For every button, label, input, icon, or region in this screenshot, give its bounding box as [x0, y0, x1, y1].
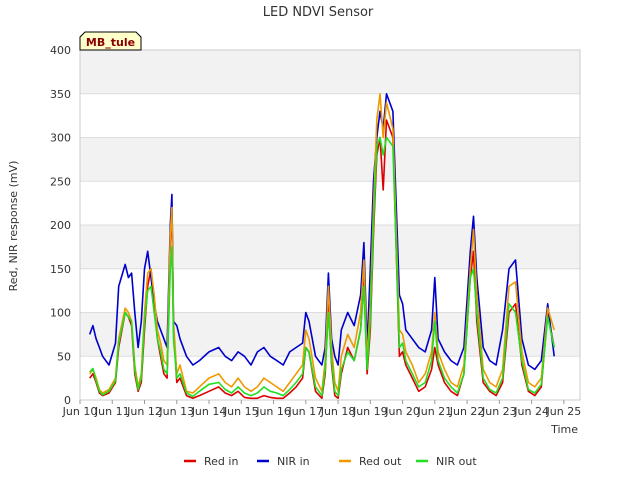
site-badge-label: MB_tule: [86, 36, 135, 49]
y-axis-ticks: 0 50 100 150 200 250 300 350 400: [50, 44, 71, 407]
x-tick-label: Jun 18: [320, 405, 356, 418]
x-tick-label: Jun 14: [191, 405, 227, 418]
x-tick-label: Jun 13: [158, 405, 194, 418]
plot-band: [80, 225, 580, 269]
x-tick-label: Jun 17: [287, 405, 323, 418]
y-tick-label: 200: [50, 219, 71, 232]
x-tick-label: Jun 16: [255, 405, 291, 418]
legend-label: Red in: [204, 455, 238, 468]
y-tick-label: 0: [64, 394, 71, 407]
y-tick-label: 100: [50, 307, 71, 320]
y-tick-label: 350: [50, 88, 71, 101]
x-tick-label: Jun 15: [223, 405, 259, 418]
x-tick-label: Jun 20: [384, 405, 420, 418]
x-tick-label: Jun 24: [513, 405, 549, 418]
y-tick-label: 300: [50, 132, 71, 145]
plot-band: [80, 50, 580, 94]
y-tick-label: 150: [50, 263, 71, 276]
x-tick-label: Jun 11: [94, 405, 130, 418]
x-tick-label: Jun 12: [126, 405, 162, 418]
chart-title: LED NDVI Sensor: [263, 5, 374, 20]
plot-band: [80, 137, 580, 182]
x-tick-label: Jun 21: [416, 405, 452, 418]
legend-label: NIR out: [436, 455, 477, 468]
x-axis-label: Time: [550, 423, 578, 436]
x-tick-label: Jun 23: [481, 405, 517, 418]
x-tick-label: Jun 25: [546, 405, 582, 418]
x-tick-label: Jun 19: [352, 405, 388, 418]
series-line-nir-in: [88, 93, 555, 371]
site-badge: MB_tule: [79, 31, 142, 51]
series-layer: [88, 93, 555, 400]
x-tick-label: Jun 22: [449, 405, 485, 418]
x-tick-label: Jun 10: [62, 405, 98, 418]
y-axis-label: Red, NIR response (mV): [7, 161, 20, 292]
y-tick-label: 400: [50, 44, 71, 57]
series-line-nir-out: [89, 136, 555, 398]
series-line-red-out: [89, 93, 555, 394]
legend-label: NIR in: [277, 455, 310, 468]
legend-label: Red out: [359, 455, 402, 468]
y-tick-label: 250: [50, 175, 71, 188]
legend: Red in NIR in Red out NIR out: [184, 455, 477, 468]
y-tick-label: 50: [57, 350, 71, 363]
plot-frame: [79, 49, 581, 401]
